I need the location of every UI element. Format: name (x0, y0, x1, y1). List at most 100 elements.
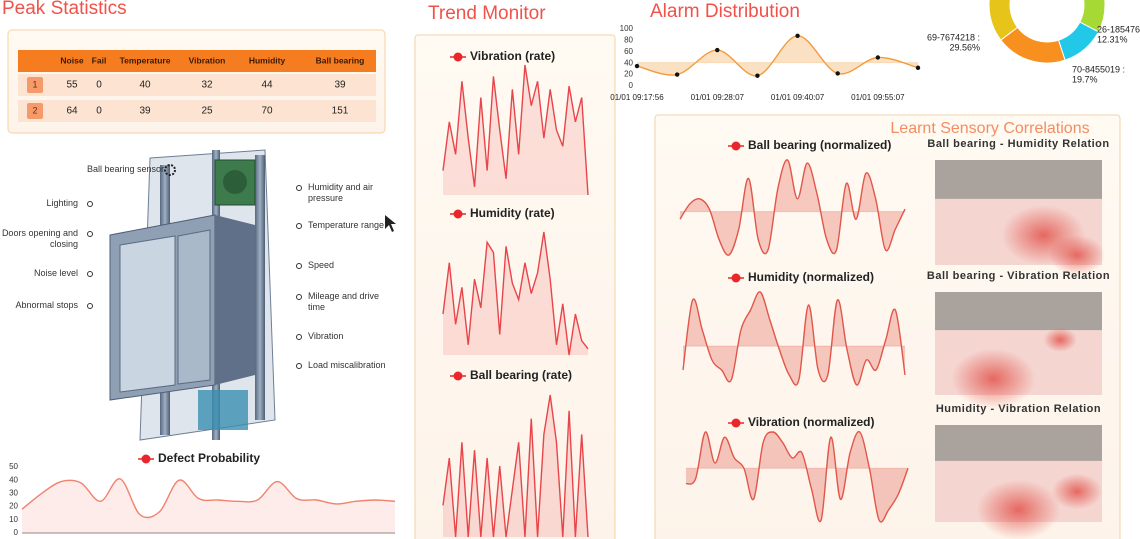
y-tick-label: 40 (624, 58, 633, 67)
y-tick-label: 10 (9, 515, 18, 524)
legend-dot (731, 273, 741, 283)
heatmap-blob (951, 348, 1036, 409)
table-cell: 64 (66, 106, 78, 117)
diagram-icon (296, 334, 302, 340)
legend-dot (141, 454, 151, 464)
line (636, 35, 919, 77)
donut-value: 12.31% (1097, 34, 1128, 44)
marker (715, 47, 720, 53)
diagram-icon (296, 185, 302, 191)
y-tick-label: 50 (9, 462, 18, 471)
donut-label: 26-1854760 (1097, 24, 1140, 34)
line (685, 430, 909, 523)
y-tick-label: 60 (624, 47, 633, 56)
diagram-icon (296, 223, 302, 229)
table-header-cell: Ball bearing (316, 55, 365, 65)
table-cell: 40 (139, 80, 151, 91)
area-fill (443, 65, 588, 195)
heatmap-blob (976, 479, 1061, 539)
heatmap-blob (1051, 473, 1103, 510)
legend-dot (453, 371, 463, 381)
y-tick-label: 100 (620, 24, 634, 33)
x-tick-label: 01/01 09:17:56 (610, 93, 664, 102)
legend-label: Humidity (normalized) (748, 270, 874, 284)
area-fill (683, 291, 905, 386)
line (682, 291, 906, 386)
row-badge (27, 77, 43, 93)
y-tick-label: 40 (9, 475, 18, 484)
row-index: 2 (32, 105, 37, 115)
line (679, 159, 906, 256)
line (442, 394, 589, 538)
donut-label: 69-7674218 : (927, 32, 980, 42)
line (442, 64, 589, 196)
table-row (18, 100, 376, 122)
legend-label: Ball bearing (normalized) (748, 138, 891, 152)
line (442, 231, 589, 356)
donut-segment (1079, 0, 1106, 33)
legend-label: Defect Probability (158, 451, 260, 465)
table-cell: 32 (201, 80, 213, 91)
area-fill (686, 431, 908, 522)
table-cell: 70 (261, 106, 273, 117)
area-fill (22, 478, 395, 533)
y-tick-label: 20 (9, 502, 18, 511)
table-header-cell: Noise (60, 55, 83, 65)
trend-panel (414, 34, 616, 539)
table-cell: 25 (201, 106, 213, 117)
section-title: Trend Monitor (428, 3, 546, 24)
table-header-cell: Temperature (120, 55, 171, 65)
table-cell: 0 (96, 80, 102, 91)
table-cell: 0 (96, 106, 102, 117)
diagram-icon (87, 231, 93, 237)
section-title: Peak Statistics (2, 0, 127, 19)
y-tick-label: 20 (624, 70, 633, 79)
chart-title: Alarm Distribution (650, 1, 800, 22)
x-tick-label: 01/01 09:55:07 (851, 93, 905, 102)
table-cell: 39 (334, 80, 346, 91)
x-tick-label: 01/01 09:28:07 (691, 93, 745, 102)
heatmap-band (935, 292, 1102, 331)
y-tick-label: 0 (629, 81, 634, 90)
marker (835, 71, 840, 76)
heatmap-blob (1048, 235, 1105, 276)
table-header-cell: Fail (92, 55, 107, 65)
table-cell: 55 (66, 80, 78, 91)
heatmap-title: Ball bearing - Vibration Relation (927, 270, 1110, 282)
heatmap-title: Ball bearing - Humidity Relation (927, 138, 1109, 150)
legend-dot (731, 418, 741, 428)
donut-segment (988, 0, 1019, 41)
legend-label: Ball bearing (rate) (470, 368, 572, 382)
table-cell: 44 (261, 80, 273, 91)
marker (634, 63, 640, 69)
area-fill (680, 159, 905, 256)
marker (875, 55, 881, 60)
line (21, 478, 396, 519)
diagram-icon (87, 271, 93, 277)
donut-value: 29.56% (949, 42, 980, 52)
heatmap-band (935, 160, 1102, 199)
x-tick-label: 01/01 09:40:07 (771, 93, 825, 102)
cursor (385, 215, 396, 232)
marker (795, 33, 800, 39)
table-cell: 39 (139, 106, 151, 117)
legend-dot (453, 52, 463, 62)
section-title: Learnt Sensory Correlations (890, 120, 1089, 137)
legend-label: Vibration (rate) (470, 49, 555, 63)
heatmap-blob (1043, 327, 1078, 352)
diagram-icon (296, 294, 302, 300)
diagram-icon (296, 363, 302, 369)
marker (674, 72, 680, 77)
diagram-icon (87, 303, 93, 309)
diagram-icon (296, 263, 302, 269)
donut-label: 70-8455019 : (1072, 64, 1125, 74)
marker (755, 73, 760, 78)
row-badge (27, 103, 43, 119)
row-index: 1 (32, 79, 37, 89)
table-cell: 151 (332, 106, 349, 117)
table-header-cell: Humidity (249, 55, 286, 65)
area-fill (443, 232, 588, 355)
elevator-illustration (109, 149, 396, 441)
